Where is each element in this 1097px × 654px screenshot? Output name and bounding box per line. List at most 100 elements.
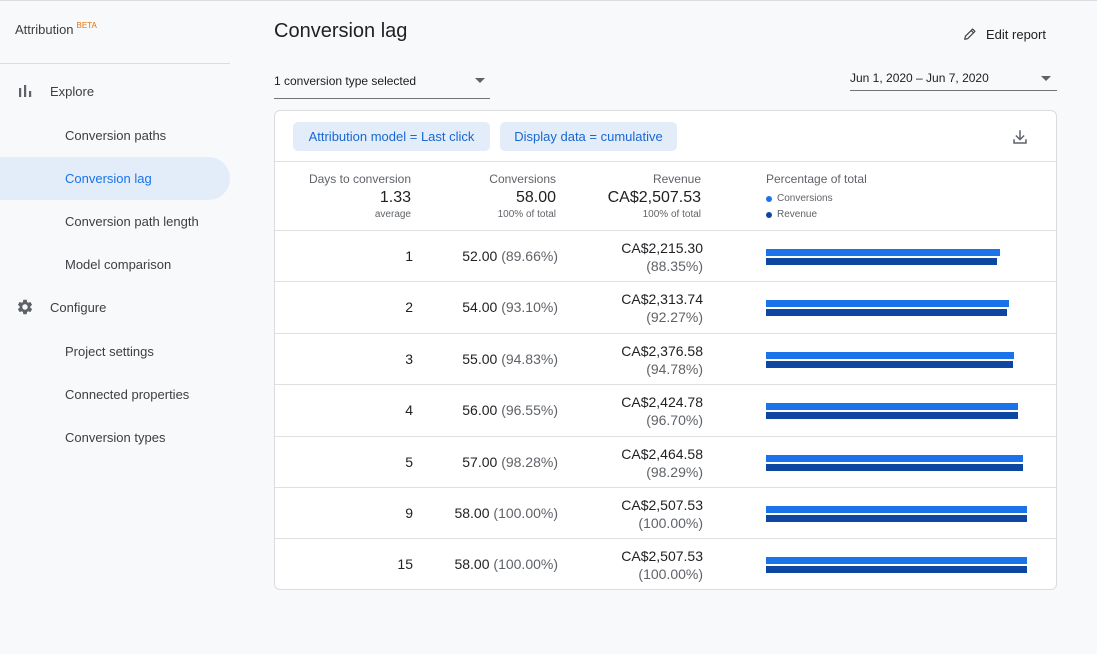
revenue-bar <box>766 412 1018 419</box>
sidebar: Attribution BETA Explore Conversion paths… <box>0 1 240 654</box>
column-header-percentage: Percentage of total <box>766 172 867 186</box>
cell-conversions: 54.00 (93.10%) <box>462 299 558 315</box>
revenue-value: CA$2,424.78 <box>621 394 703 410</box>
conversions-percent: (100.00%) <box>493 505 558 521</box>
table-row: 1 52.00 (89.66%) CA$2,215.30 (88.35%) <box>275 231 1056 283</box>
revenue-value: CA$2,464.58 <box>621 446 703 462</box>
date-range-select[interactable]: Jun 1, 2020 – Jun 7, 2020 <box>850 66 1057 91</box>
conversions-bar <box>766 352 1014 359</box>
bar-chart-icon <box>19 85 32 97</box>
sidebar-item-label: Conversion types <box>65 430 166 445</box>
summary-revenue-value: CA$2,507.53 <box>607 189 701 206</box>
revenue-value: CA$2,376.58 <box>621 343 703 359</box>
row-divider <box>275 230 1056 231</box>
beta-badge: BETA <box>76 21 97 30</box>
legend-dot <box>766 195 772 202</box>
revenue-value: CA$2,507.53 <box>621 497 703 513</box>
app-name: Attribution <box>15 22 74 37</box>
revenue-bar <box>766 258 997 265</box>
dropdown-arrow-icon <box>1041 76 1051 81</box>
legend-label: Revenue <box>777 209 818 220</box>
table-row: 9 58.00 (100.00%) CA$2,507.53 (100.00%) <box>275 488 1056 540</box>
revenue-percent: (88.35%) <box>646 258 703 274</box>
sidebar-divider <box>0 63 230 64</box>
conversions-percent: (89.66%) <box>501 248 558 264</box>
sidebar-item-conversion-path-length[interactable]: Conversion path length <box>0 200 230 243</box>
sidebar-item-label: Conversion paths <box>65 128 167 143</box>
download-icon[interactable] <box>1011 128 1029 146</box>
cell-conversions: 58.00 (100.00%) <box>454 505 558 521</box>
revenue-value: CA$2,215.30 <box>621 240 703 256</box>
sidebar-section-label: Configure <box>50 299 107 315</box>
conversions-bar <box>766 403 1018 410</box>
card-divider <box>275 161 1056 162</box>
sidebar-item-conversion-lag[interactable]: Conversion lag <box>0 157 230 200</box>
cell-conversions: 52.00 (89.66%) <box>462 248 558 264</box>
cell-revenue: CA$2,215.30 (88.35%) <box>621 239 703 275</box>
revenue-percent: (94.78%) <box>646 361 703 377</box>
sidebar-item-label: Conversion lag <box>65 171 152 186</box>
conversions-value: 58.00 <box>454 556 490 572</box>
conversions-percent: (98.28%) <box>501 454 558 470</box>
cell-conversions: 55.00 (94.83%) <box>462 351 558 367</box>
table-row: 15 58.00 (100.00%) CA$2,507.53 (100.00%) <box>275 539 1056 589</box>
cell-revenue: CA$2,376.58 (94.78%) <box>621 342 703 378</box>
cell-days: 9 <box>405 505 413 521</box>
app-brand: Attribution BETA <box>15 21 97 37</box>
sidebar-section-configure[interactable]: Configure <box>0 292 240 322</box>
row-divider <box>275 281 1056 282</box>
pencil-icon <box>964 28 976 40</box>
sidebar-item-label: Conversion path length <box>65 214 199 229</box>
row-divider <box>275 538 1056 539</box>
row-divider <box>275 333 1056 334</box>
revenue-percent: (100.00%) <box>638 566 703 582</box>
conversions-bar <box>766 249 1000 256</box>
revenue-bar <box>766 361 1013 368</box>
row-divider <box>275 384 1056 385</box>
conversions-percent: (100.00%) <box>493 556 558 572</box>
revenue-value: CA$2,507.53 <box>621 548 703 564</box>
sidebar-item-conversion-types[interactable]: Conversion types <box>0 416 230 459</box>
conversions-percent: (93.10%) <box>501 299 558 315</box>
sidebar-section-explore[interactable]: Explore <box>0 76 240 106</box>
conversions-bar <box>766 300 1009 307</box>
conversion-type-select[interactable]: 1 conversion type selected <box>274 68 490 99</box>
sidebar-item-model-comparison[interactable]: Model comparison <box>0 243 230 286</box>
legend-dot <box>766 211 772 218</box>
sidebar-item-conversion-paths[interactable]: Conversion paths <box>0 114 230 157</box>
conversions-value: 55.00 <box>462 351 498 367</box>
conversion-lag-card: Attribution model = Last click Display d… <box>274 110 1057 590</box>
edit-report-button[interactable]: Edit report <box>963 24 1046 44</box>
conversions-bar <box>766 506 1027 513</box>
conversions-value: 54.00 <box>462 299 498 315</box>
conversions-value: 57.00 <box>462 454 498 470</box>
conversions-value: 56.00 <box>462 402 498 418</box>
cell-revenue: CA$2,507.53 (100.00%) <box>621 547 703 583</box>
conversions-percent: (96.55%) <box>501 402 558 418</box>
summary-conversions-value: 58.00 <box>515 189 556 206</box>
cell-conversions: 56.00 (96.55%) <box>462 402 558 418</box>
legend-label: Conversions <box>777 193 833 204</box>
revenue-percent: (98.29%) <box>646 464 703 480</box>
table-row: 2 54.00 (93.10%) CA$2,313.74 (92.27%) <box>275 282 1056 334</box>
sidebar-item-label: Model comparison <box>65 257 172 272</box>
edit-report-label: Edit report <box>986 26 1046 42</box>
sidebar-item-connected-properties[interactable]: Connected properties <box>0 373 230 416</box>
cell-revenue: CA$2,313.74 (92.27%) <box>621 290 703 326</box>
legend-conversions: Conversions <box>766 193 833 204</box>
revenue-percent: (96.70%) <box>646 412 703 428</box>
page-title: Conversion lag <box>274 20 408 42</box>
display-data-chip[interactable]: Display data = cumulative <box>500 122 677 151</box>
cell-days: 2 <box>405 299 413 315</box>
summary-days-value: 1.33 <box>379 189 411 206</box>
revenue-bar <box>766 515 1027 522</box>
conversions-bar <box>766 455 1023 462</box>
sidebar-item-project-settings[interactable]: Project settings <box>0 330 230 373</box>
summary-revenue-sub: 100% of total <box>642 209 701 220</box>
summary-conversions-sub: 100% of total <box>497 209 556 220</box>
cell-days: 4 <box>405 402 413 418</box>
attribution-model-chip[interactable]: Attribution model = Last click <box>293 122 490 151</box>
cell-conversions: 58.00 (100.00%) <box>454 556 558 572</box>
legend-revenue: Revenue <box>766 209 817 220</box>
conversions-percent: (94.83%) <box>501 351 558 367</box>
